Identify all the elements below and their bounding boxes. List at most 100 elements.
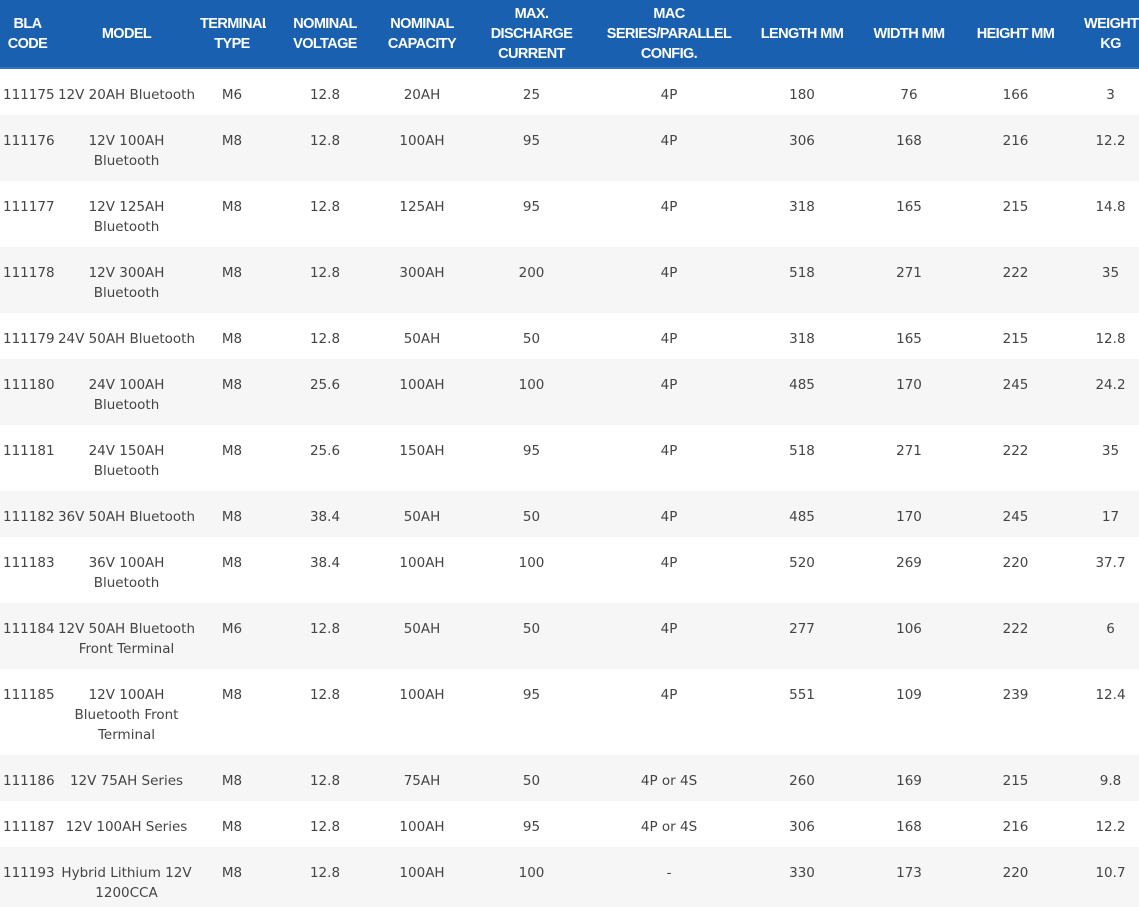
cell-terminal-type: M8 bbox=[198, 181, 266, 247]
cell-terminal-type: M8 bbox=[198, 247, 266, 313]
cell-nominal-voltage: 25.6 bbox=[266, 359, 384, 425]
cell-nominal-voltage: 12.8 bbox=[266, 181, 384, 247]
cell-height: 216 bbox=[949, 801, 1082, 847]
cell-bla-code: 111176 bbox=[0, 115, 55, 181]
cell-weight: 12.8 bbox=[1082, 313, 1139, 359]
cell-nominal-capacity: 150AH bbox=[384, 425, 460, 491]
cell-max-discharge-current: 50 bbox=[460, 313, 603, 359]
cell-nominal-capacity: 75AH bbox=[384, 755, 460, 801]
header-model: MODEL bbox=[55, 0, 198, 68]
cell-width: 76 bbox=[869, 68, 949, 115]
cell-width: 170 bbox=[869, 359, 949, 425]
cell-model: 24V 100AH Bluetooth bbox=[55, 359, 198, 425]
cell-nominal-voltage: 12.8 bbox=[266, 669, 384, 755]
cell-height: 215 bbox=[949, 313, 1082, 359]
cell-width: 109 bbox=[869, 669, 949, 755]
cell-model: Hybrid Lithium 12V 1200CCA bbox=[55, 847, 198, 907]
cell-bla-code: 111193 bbox=[0, 847, 55, 907]
cell-max-discharge-current: 100 bbox=[460, 537, 603, 603]
cell-nominal-voltage: 12.8 bbox=[266, 115, 384, 181]
header-mac-config: MAC SERIES/PARALLEL CONFIG. bbox=[603, 0, 735, 68]
table-row: 111181 24V 150AH Bluetooth M8 25.6 150AH 95 4P… bbox=[0, 425, 1139, 491]
cell-bla-code: 111186 bbox=[0, 755, 55, 801]
cell-nominal-voltage: 12.8 bbox=[266, 801, 384, 847]
cell-width: 173 bbox=[869, 847, 949, 907]
cell-nominal-capacity: 50AH bbox=[384, 491, 460, 537]
cell-terminal-type: M8 bbox=[198, 359, 266, 425]
cell-bla-code: 111187 bbox=[0, 801, 55, 847]
cell-terminal-type: M8 bbox=[198, 115, 266, 181]
cell-weight: 14.8 bbox=[1082, 181, 1139, 247]
cell-max-discharge-current: 50 bbox=[460, 491, 603, 537]
cell-height: 245 bbox=[949, 491, 1082, 537]
cell-max-discharge-current: 95 bbox=[460, 801, 603, 847]
cell-max-discharge-current: 95 bbox=[460, 425, 603, 491]
cell-nominal-voltage: 38.4 bbox=[266, 491, 384, 537]
cell-bla-code: 111178 bbox=[0, 247, 55, 313]
cell-width: 269 bbox=[869, 537, 949, 603]
cell-height: 215 bbox=[949, 755, 1082, 801]
cell-max-discharge-current: 25 bbox=[460, 68, 603, 115]
table-row: 111180 24V 100AH Bluetooth M8 25.6 100AH 100 4… bbox=[0, 359, 1139, 425]
cell-length: 330 bbox=[735, 847, 869, 907]
cell-model: 12V 125AH Bluetooth bbox=[55, 181, 198, 247]
cell-mac-config: 4P bbox=[603, 313, 735, 359]
cell-terminal-type: M8 bbox=[198, 755, 266, 801]
cell-length: 260 bbox=[735, 755, 869, 801]
cell-mac-config: 4P bbox=[603, 603, 735, 669]
cell-length: 306 bbox=[735, 801, 869, 847]
table-row: 111193 Hybrid Lithium 12V 1200CCA M8 12.8 10… bbox=[0, 847, 1139, 907]
header-terminal-type: TERMINAL TYPE bbox=[198, 0, 266, 68]
cell-max-discharge-current: 95 bbox=[460, 181, 603, 247]
header-nominal-capacity: NOMINAL CAPACITY bbox=[384, 0, 460, 68]
cell-bla-code: 111177 bbox=[0, 181, 55, 247]
table-row: 111179 24V 50AH Bluetooth M8 12.8 50AH 50 4P 31… bbox=[0, 313, 1139, 359]
cell-terminal-type: M8 bbox=[198, 313, 266, 359]
cell-bla-code: 111175 bbox=[0, 68, 55, 115]
cell-length: 485 bbox=[735, 359, 869, 425]
cell-weight: 12.2 bbox=[1082, 115, 1139, 181]
cell-width: 106 bbox=[869, 603, 949, 669]
cell-length: 277 bbox=[735, 603, 869, 669]
cell-max-discharge-current: 100 bbox=[460, 359, 603, 425]
cell-model: 12V 75AH Series bbox=[55, 755, 198, 801]
cell-max-discharge-current: 50 bbox=[460, 755, 603, 801]
cell-max-discharge-current: 95 bbox=[460, 115, 603, 181]
table-row: 111184 12V 50AH Bluetooth Front Terminal M… bbox=[0, 603, 1139, 669]
cell-model: 12V 100AH Bluetooth Front Terminal bbox=[55, 669, 198, 755]
cell-mac-config: 4P bbox=[603, 359, 735, 425]
cell-terminal-type: M8 bbox=[198, 491, 266, 537]
cell-nominal-capacity: 100AH bbox=[384, 847, 460, 907]
cell-model: 36V 100AH Bluetooth bbox=[55, 537, 198, 603]
cell-model: 12V 100AH Series bbox=[55, 801, 198, 847]
cell-length: 318 bbox=[735, 181, 869, 247]
cell-model: 24V 150AH Bluetooth bbox=[55, 425, 198, 491]
cell-bla-code: 111181 bbox=[0, 425, 55, 491]
cell-height: 239 bbox=[949, 669, 1082, 755]
cell-terminal-type: M8 bbox=[198, 537, 266, 603]
cell-length: 518 bbox=[735, 247, 869, 313]
cell-width: 165 bbox=[869, 181, 949, 247]
cell-weight: 10.7 bbox=[1082, 847, 1139, 907]
cell-model: 12V 300AH Bluetooth bbox=[55, 247, 198, 313]
cell-model: 12V 50AH Bluetooth Front Terminal bbox=[55, 603, 198, 669]
cell-bla-code: 111183 bbox=[0, 537, 55, 603]
cell-weight: 9.8 bbox=[1082, 755, 1139, 801]
cell-terminal-type: M8 bbox=[198, 801, 266, 847]
cell-length: 180 bbox=[735, 68, 869, 115]
cell-length: 520 bbox=[735, 537, 869, 603]
cell-terminal-type: M6 bbox=[198, 603, 266, 669]
cell-nominal-capacity: 100AH bbox=[384, 801, 460, 847]
cell-nominal-capacity: 100AH bbox=[384, 359, 460, 425]
cell-terminal-type: M8 bbox=[198, 847, 266, 907]
cell-max-discharge-current: 100 bbox=[460, 847, 603, 907]
table-row: 111186 12V 75AH Series M8 12.8 75AH 50 4P or 4… bbox=[0, 755, 1139, 801]
cell-bla-code: 111185 bbox=[0, 669, 55, 755]
cell-nominal-capacity: 125AH bbox=[384, 181, 460, 247]
cell-mac-config: 4P or 4S bbox=[603, 801, 735, 847]
cell-terminal-type: M6 bbox=[198, 68, 266, 115]
cell-length: 306 bbox=[735, 115, 869, 181]
cell-model: 24V 50AH Bluetooth bbox=[55, 313, 198, 359]
cell-height: 215 bbox=[949, 181, 1082, 247]
